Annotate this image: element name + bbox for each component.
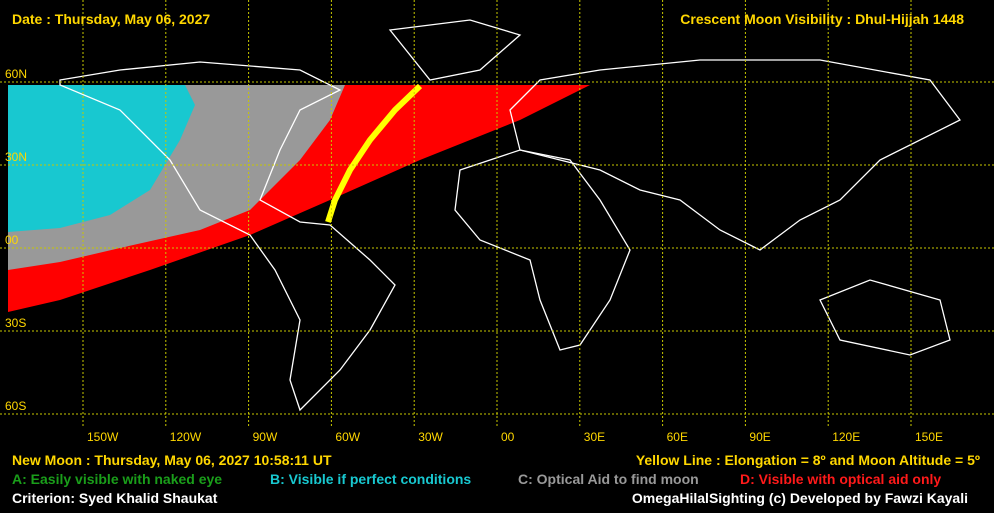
legend-item: C: Optical Aid to find moon <box>518 471 699 487</box>
lon-label: 150E <box>915 430 943 444</box>
new-moon: New Moon : Thursday, May 06, 2027 10:58:… <box>12 452 332 468</box>
lon-label: 60E <box>667 430 688 444</box>
zone-b <box>8 85 195 232</box>
date: Date : Thursday, May 06, 2027 <box>12 11 210 27</box>
credit: OmegaHilalSighting (c) Developed by Fawz… <box>632 490 968 506</box>
yellow-line <box>325 83 423 223</box>
lat-label: 30N <box>5 150 27 164</box>
lon-label: 90W <box>253 430 278 444</box>
lat-label: 60S <box>5 399 26 413</box>
lon-label: 00 <box>501 430 515 444</box>
legend-item: B: Visible if perfect conditions <box>270 471 471 487</box>
lon-label: 30W <box>418 430 443 444</box>
title: Crescent Moon Visibility : Dhul-Hijjah 1… <box>680 11 964 27</box>
lat-label: 60N <box>5 67 27 81</box>
lon-label: 30E <box>584 430 605 444</box>
lon-label: 150W <box>87 430 119 444</box>
yellow-line-note: Yellow Line : Elongation = 8º and Moon A… <box>636 452 980 468</box>
lon-label: 120W <box>170 430 202 444</box>
lon-label: 120E <box>832 430 860 444</box>
criterion: Criterion: Syed Khalid Shaukat <box>12 490 218 506</box>
lon-label: 60W <box>335 430 360 444</box>
legend-item: A: Easily visible with naked eye <box>12 471 222 487</box>
lat-label: 30S <box>5 316 26 330</box>
lat-label: 00 <box>5 233 19 247</box>
lon-label: 90E <box>749 430 770 444</box>
legend-item: D: Visible with optical aid only <box>740 471 941 487</box>
footer-panel <box>0 448 994 513</box>
